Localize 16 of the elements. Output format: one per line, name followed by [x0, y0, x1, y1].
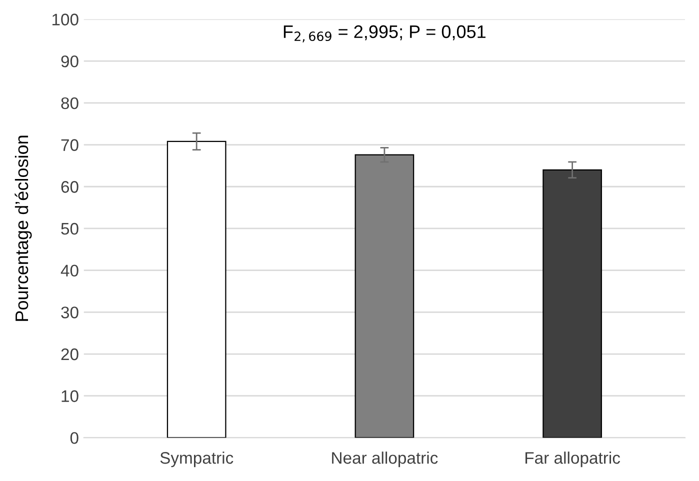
y-tick-label: 30	[61, 306, 78, 318]
x-tick-label: Sympatric	[160, 452, 234, 468]
y-tick-label: 10	[62, 390, 78, 402]
y-tick-label: 90	[61, 55, 78, 68]
annotation: F$_{2,669}$ = 2,995; P = 0,051	[284, 25, 486, 42]
x-tick-label: Far allopatric	[526, 452, 620, 468]
y-tick-label: 100	[52, 14, 78, 26]
y-tick-label: 20	[61, 348, 78, 360]
y-tick-label: 80	[61, 97, 78, 110]
y-tick-label: 0	[70, 432, 78, 444]
y-tick-label: 40	[60, 264, 78, 277]
x-tick-label: Near allopatric	[332, 452, 438, 468]
y-axis-title: Pourcentage d’éclosion	[14, 136, 32, 321]
y-tick-label: 60	[61, 181, 78, 193]
y-tick-label: 70	[61, 139, 78, 151]
y-tick-label: 50	[61, 222, 78, 235]
